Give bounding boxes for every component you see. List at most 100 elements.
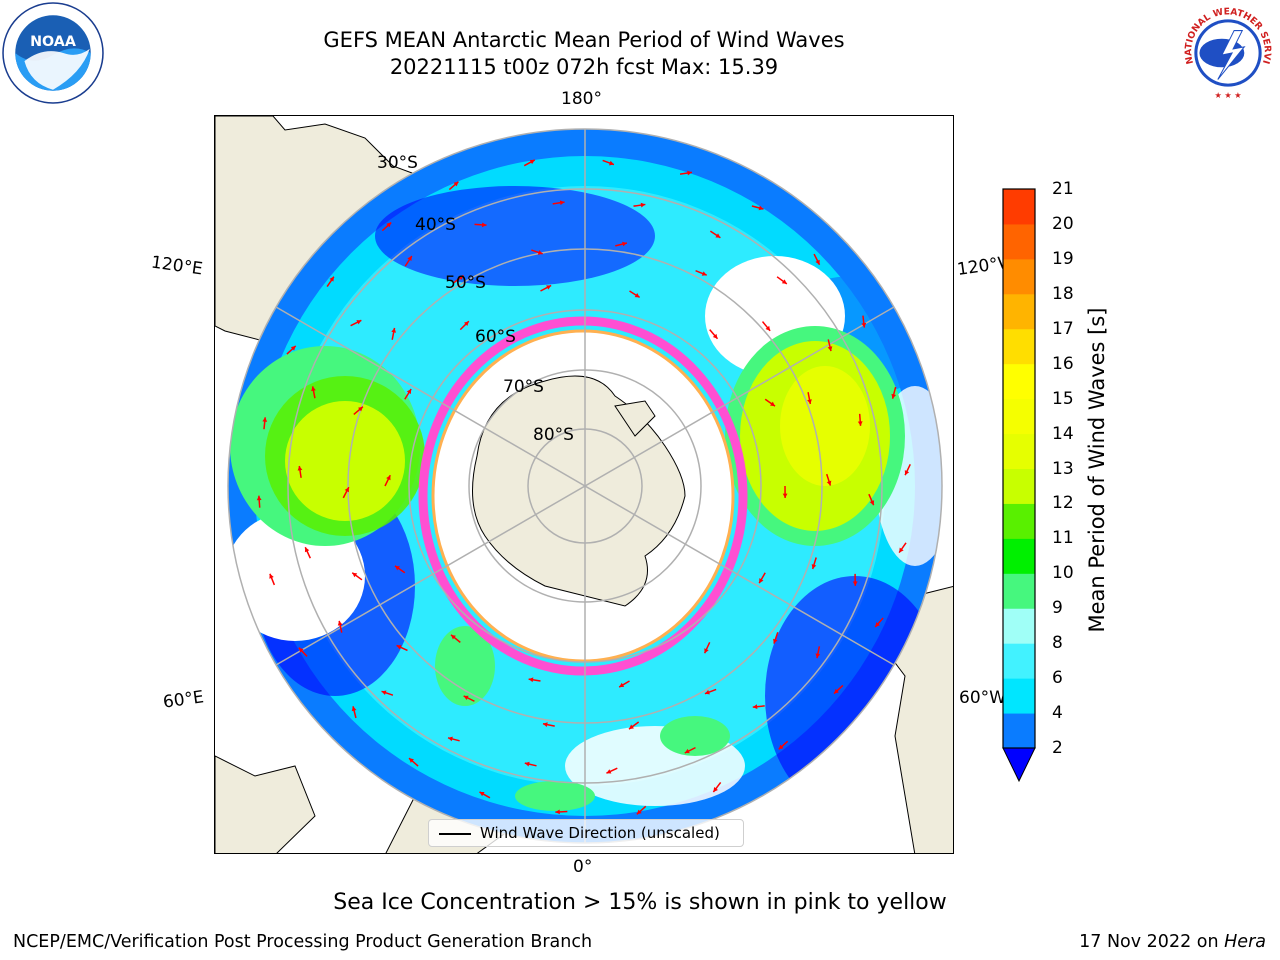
colorbar xyxy=(1002,188,1036,783)
polar-map: 30°S 40°S 50°S 60°S 70°S 80°S xyxy=(215,116,953,853)
footer-credit: NCEP/EMC/Verification Post Processing Pr… xyxy=(13,932,593,952)
wave-arrowhead xyxy=(807,399,812,404)
wave-arrowhead xyxy=(297,465,303,471)
lon-label-180: 180° xyxy=(561,89,602,109)
wave-arrowhead xyxy=(778,744,784,750)
wave-arrowhead xyxy=(262,417,268,422)
colorbar-tick-label: 13 xyxy=(1052,458,1074,479)
wave-arrowhead xyxy=(861,322,867,328)
wave-arrowhead xyxy=(559,200,565,206)
wave-arrowhead xyxy=(464,321,469,326)
colorbar-tick-label: 21 xyxy=(1052,179,1074,199)
lat-label-40s: 40°S xyxy=(415,215,456,235)
colorbar-segment xyxy=(1003,293,1035,330)
wave-arrowhead xyxy=(684,748,690,754)
wave-arrowhead xyxy=(759,578,764,584)
colorbar-tick-label: 18 xyxy=(1052,283,1074,304)
wave-arrowhead xyxy=(869,500,875,506)
wave-arrowhead xyxy=(628,724,634,730)
wave-arrowhead xyxy=(463,695,469,701)
sea-ice-note: Sea Ice Concentration > 15% is shown in … xyxy=(333,890,947,915)
wave-arrowhead xyxy=(337,620,343,626)
chart-title: GEFS MEAN Antarctic Mean Period of Wind … xyxy=(323,28,845,52)
wave-arrowhead xyxy=(852,581,858,586)
wave-arrowhead xyxy=(712,333,718,339)
wave-arrowhead xyxy=(453,181,459,187)
lat-label-70s: 70°S xyxy=(503,377,544,397)
wave-arrowhead xyxy=(834,688,839,694)
graticule xyxy=(227,128,943,844)
wave-arrowhead xyxy=(891,393,897,399)
wave-arrowhead xyxy=(450,634,456,640)
colorbar-tick-label: 17 xyxy=(1052,318,1074,339)
colorbar-tick-label: 14 xyxy=(1052,423,1074,444)
footer-date: 17 Nov 2022 on Hera xyxy=(1079,932,1266,952)
wave-arrowhead xyxy=(458,275,464,280)
wave-arrowhead xyxy=(479,791,485,797)
colorbar-segment xyxy=(1003,363,1035,400)
wave-arrowhead xyxy=(826,480,832,486)
wave-arrowhead xyxy=(356,320,362,325)
wave-arrowhead xyxy=(304,547,310,553)
colorbar-tick-label: 4 xyxy=(1052,703,1063,724)
wave-arrowhead xyxy=(290,345,296,351)
colorbar-tick-label: 19 xyxy=(1052,248,1074,269)
colorbar-tick-label: 20 xyxy=(1052,213,1074,234)
wave-arrowhead xyxy=(352,572,358,578)
map-legend: Wind Wave Direction (unscaled) xyxy=(428,819,744,847)
colorbar-segment xyxy=(1003,608,1035,644)
wave-arrowhead xyxy=(381,690,387,696)
noaa-logo: NOAA xyxy=(2,2,104,104)
wave-arrowhead xyxy=(528,677,534,683)
wave-arrowhead xyxy=(640,202,646,208)
colorbar-segment xyxy=(1003,433,1035,469)
wave-arrowhead xyxy=(529,159,535,165)
colorbar-tick-label: 2 xyxy=(1052,738,1063,758)
lat-label-60s: 60°S xyxy=(475,327,516,347)
wave-arrowhead xyxy=(269,573,274,579)
wave-arrowhead xyxy=(634,293,640,298)
colorbar-segment xyxy=(1003,189,1035,225)
wave-arrowhead xyxy=(770,401,776,407)
lon-label-120e: 120°E xyxy=(149,252,204,280)
wave-arrowhead xyxy=(386,475,391,481)
wave-arrowhead xyxy=(758,205,764,211)
wave-arrowhead xyxy=(448,736,453,742)
colorbar-tick-label: 11 xyxy=(1052,528,1074,549)
lon-label-0: 0° xyxy=(573,857,593,877)
wave-arrowhead xyxy=(481,222,487,228)
wave-arrowhead xyxy=(704,648,709,654)
wave-arrowhead xyxy=(904,470,910,476)
wave-arrowhead xyxy=(857,421,863,426)
lat-label-50s: 50°S xyxy=(445,273,486,293)
colorbar-segment xyxy=(1003,398,1035,435)
colorbar-segment xyxy=(1003,678,1035,714)
wave-arrowhead xyxy=(358,406,363,412)
colorbar-segment xyxy=(1003,258,1035,295)
wave-arrowhead xyxy=(899,547,904,553)
wave-arrowhead xyxy=(687,170,692,176)
wave-arrowhead xyxy=(609,160,614,166)
colorbar-segment xyxy=(1003,538,1035,574)
colorbar-segment xyxy=(1003,573,1035,609)
wind-wave-arrows xyxy=(256,159,911,815)
colorbar-tick-label: 9 xyxy=(1052,598,1063,619)
colorbar-tick-label: 16 xyxy=(1052,353,1074,374)
legend-label: Wind Wave Direction (unscaled) xyxy=(480,824,720,842)
colorbar-tick-label: 10 xyxy=(1052,563,1074,584)
colorbar-segment xyxy=(1003,328,1035,365)
nws-logo: NATIONAL WEATHER SERVICE ★ ★ ★ xyxy=(1177,2,1278,103)
wave-arrowhead xyxy=(546,285,552,290)
wave-arrowhead xyxy=(344,487,349,493)
map-panel: 30°S 40°S 50°S 60°S 70°S 80°S Wind Wave … xyxy=(214,115,954,854)
chart-subtitle: 20221115 t00z 072h fcst Max: 15.39 xyxy=(389,55,779,79)
wave-arrowhead xyxy=(773,638,778,644)
wave-arrowhead xyxy=(811,564,817,569)
wave-arrowhead xyxy=(311,386,316,392)
legend-line-sample xyxy=(439,833,471,835)
lat-label-80s: 80°S xyxy=(533,425,574,445)
lat-label-30s: 30°S xyxy=(377,153,418,173)
svg-text:NOAA: NOAA xyxy=(30,34,76,50)
wave-arrowhead xyxy=(752,704,758,710)
wave-arrowhead xyxy=(555,809,560,815)
